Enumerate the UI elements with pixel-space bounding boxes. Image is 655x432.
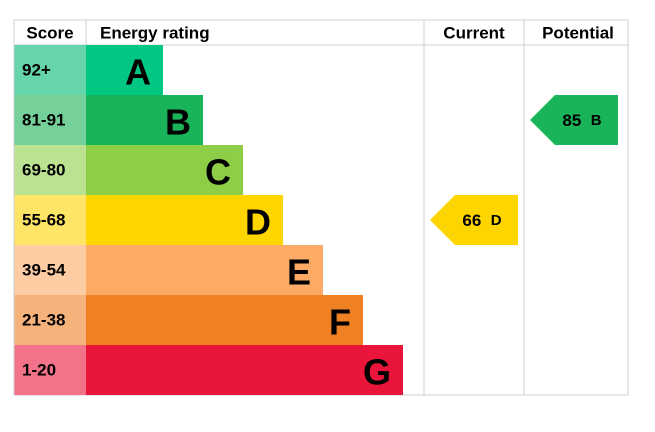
header-potential: Potential [542, 24, 614, 43]
score-label: 55-68 [22, 211, 65, 230]
band-letter: A [125, 52, 151, 93]
potential-label: 85 B [562, 111, 601, 130]
band-bar [86, 245, 323, 295]
potential-value: 85 [562, 111, 581, 130]
band-letter: E [287, 252, 311, 293]
score-cell [14, 45, 86, 95]
potential-letter: B [591, 112, 602, 129]
score-cell [14, 295, 86, 345]
score-cell [14, 245, 86, 295]
band-bar [86, 95, 203, 145]
score-cell [14, 345, 86, 395]
current-letter: D [491, 212, 502, 229]
score-cell [14, 145, 86, 195]
current-value: 66 [462, 211, 481, 230]
band-bar [86, 195, 283, 245]
score-label: 39-54 [22, 261, 66, 280]
band-bar [86, 295, 363, 345]
score-label: 92+ [22, 61, 51, 80]
band-letter: F [329, 302, 351, 343]
score-cell [14, 195, 86, 245]
header-score: Score [26, 24, 73, 43]
band-letter: C [205, 152, 231, 193]
potential-arrow [530, 95, 618, 145]
current-arrow [430, 195, 518, 245]
score-label: 69-80 [22, 161, 65, 180]
current-label: 66 D [462, 211, 501, 230]
band-bar [86, 345, 403, 395]
band-bar [86, 45, 163, 95]
band-bar [86, 145, 243, 195]
score-label: 1-20 [22, 361, 56, 380]
band-letter: B [165, 102, 191, 143]
score-label: 21-38 [22, 311, 65, 330]
header-rating: Energy rating [100, 24, 210, 43]
band-letter: D [245, 202, 271, 243]
score-label: 81-91 [22, 111, 65, 130]
header-current: Current [443, 24, 505, 43]
score-cell [14, 95, 86, 145]
band-letter: G [363, 352, 391, 393]
